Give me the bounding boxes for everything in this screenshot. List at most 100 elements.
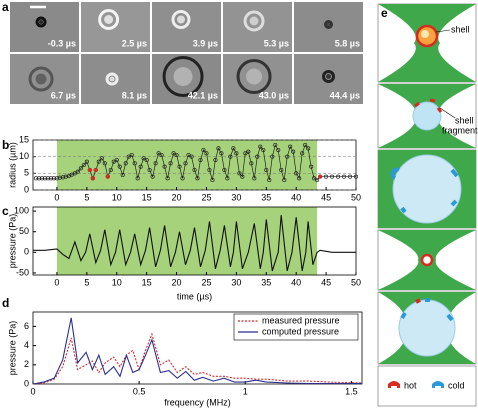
panel-label: b <box>2 138 9 152</box>
data-point <box>231 146 236 151</box>
legend-label: computed pressure <box>262 326 339 336</box>
data-point <box>216 146 221 151</box>
data-point <box>99 156 104 161</box>
panel-e <box>377 3 477 407</box>
data-point <box>204 151 209 156</box>
data-point <box>189 154 194 159</box>
data-point <box>120 172 125 178</box>
data-point <box>117 164 122 169</box>
data-point <box>297 176 302 181</box>
bubble-core <box>104 15 114 24</box>
data-point <box>42 176 48 181</box>
x-axis-label: time (µs) <box>177 291 212 301</box>
y-tick-label: 2 <box>24 359 29 369</box>
data-point <box>312 176 317 181</box>
data-point <box>171 151 176 156</box>
x-tick-label: 30 <box>231 277 241 287</box>
legend-label: hot <box>404 380 417 390</box>
x-tick-label: 0 <box>54 277 59 287</box>
data-point <box>288 144 293 149</box>
data-point <box>267 177 272 183</box>
data-point <box>75 169 80 174</box>
frame-image <box>81 54 150 104</box>
data-point <box>144 157 149 163</box>
data-point <box>36 176 42 181</box>
x-tick-label: 15 <box>142 192 152 202</box>
data-point <box>306 146 311 151</box>
data-point <box>243 151 248 156</box>
diagram-label: shell <box>451 24 470 34</box>
bubble-image <box>162 56 204 97</box>
x-tick-label: 15 <box>142 277 152 287</box>
data-point <box>132 161 137 166</box>
data-point <box>213 157 218 163</box>
frame-image <box>10 2 79 52</box>
data-point <box>129 152 134 158</box>
bubble-core <box>35 73 47 85</box>
data-point <box>252 176 257 181</box>
bubble-core <box>176 15 185 24</box>
data-point <box>240 174 245 179</box>
data-point <box>111 159 116 164</box>
data-point <box>165 176 170 181</box>
bubble-core <box>109 76 115 82</box>
data-point <box>183 161 188 166</box>
data-point <box>156 151 161 156</box>
x-tick-label: 25 <box>201 277 211 287</box>
data-point <box>264 167 269 173</box>
bubble-image <box>324 20 333 29</box>
x-tick-label: 35 <box>261 192 271 202</box>
data-point <box>198 157 203 163</box>
bubble-core <box>327 23 330 26</box>
x-axis-label: frequency (MHz) <box>164 397 231 407</box>
x-tick-label: 20 <box>172 192 182 202</box>
data-point <box>237 171 242 176</box>
data-point <box>105 174 110 179</box>
data-point <box>270 154 275 159</box>
data-point <box>279 167 284 173</box>
frame-time: 8.1 µs <box>122 90 147 100</box>
y-axis-label: pressure (Pa) <box>7 321 17 376</box>
data-point <box>324 174 329 179</box>
y-tick-label: 0 <box>24 378 29 388</box>
y-tick-label: -50 <box>16 267 29 277</box>
data-point <box>273 142 278 148</box>
x-tick-label: 25 <box>201 192 211 202</box>
bubble-image <box>243 10 265 32</box>
data-point <box>192 167 197 173</box>
x-tick-label: 0 <box>30 386 35 396</box>
y-tick-label: 5 <box>24 168 29 178</box>
frame-time: 42.1 µs <box>188 90 218 100</box>
data-point <box>93 167 98 173</box>
data-point <box>186 152 191 158</box>
chart: 0 5 10 15 0 5 10 15 20 25 30 35 40 45 50 radius (µm) <box>7 134 361 202</box>
x-tick-label: 40 <box>291 192 301 202</box>
series-line <box>33 215 356 272</box>
data-point <box>72 171 77 176</box>
data-point <box>168 161 173 166</box>
bubble-core <box>173 67 193 86</box>
x-tick-label: 35 <box>261 277 271 287</box>
frame-time: 3.9 µs <box>193 38 218 48</box>
highlight-region <box>56 207 318 275</box>
data-point <box>285 154 290 159</box>
panel-label: c <box>2 204 9 218</box>
data-point <box>353 174 359 179</box>
data-point <box>138 164 143 169</box>
bubble-core <box>39 20 44 24</box>
data-point <box>276 147 281 153</box>
data-point <box>126 154 131 159</box>
bubble-core <box>249 16 259 26</box>
data-point <box>261 147 266 153</box>
data-point <box>282 177 287 183</box>
bubble-core <box>246 68 263 85</box>
legend-label: measured pressure <box>262 315 340 325</box>
data-point <box>300 151 305 156</box>
x-tick-label: 5 <box>84 277 89 287</box>
stage <box>377 291 477 365</box>
stage <box>377 3 477 83</box>
data-point <box>210 177 215 183</box>
bubble-image <box>98 9 120 30</box>
x-tick-label: 20 <box>172 277 182 287</box>
